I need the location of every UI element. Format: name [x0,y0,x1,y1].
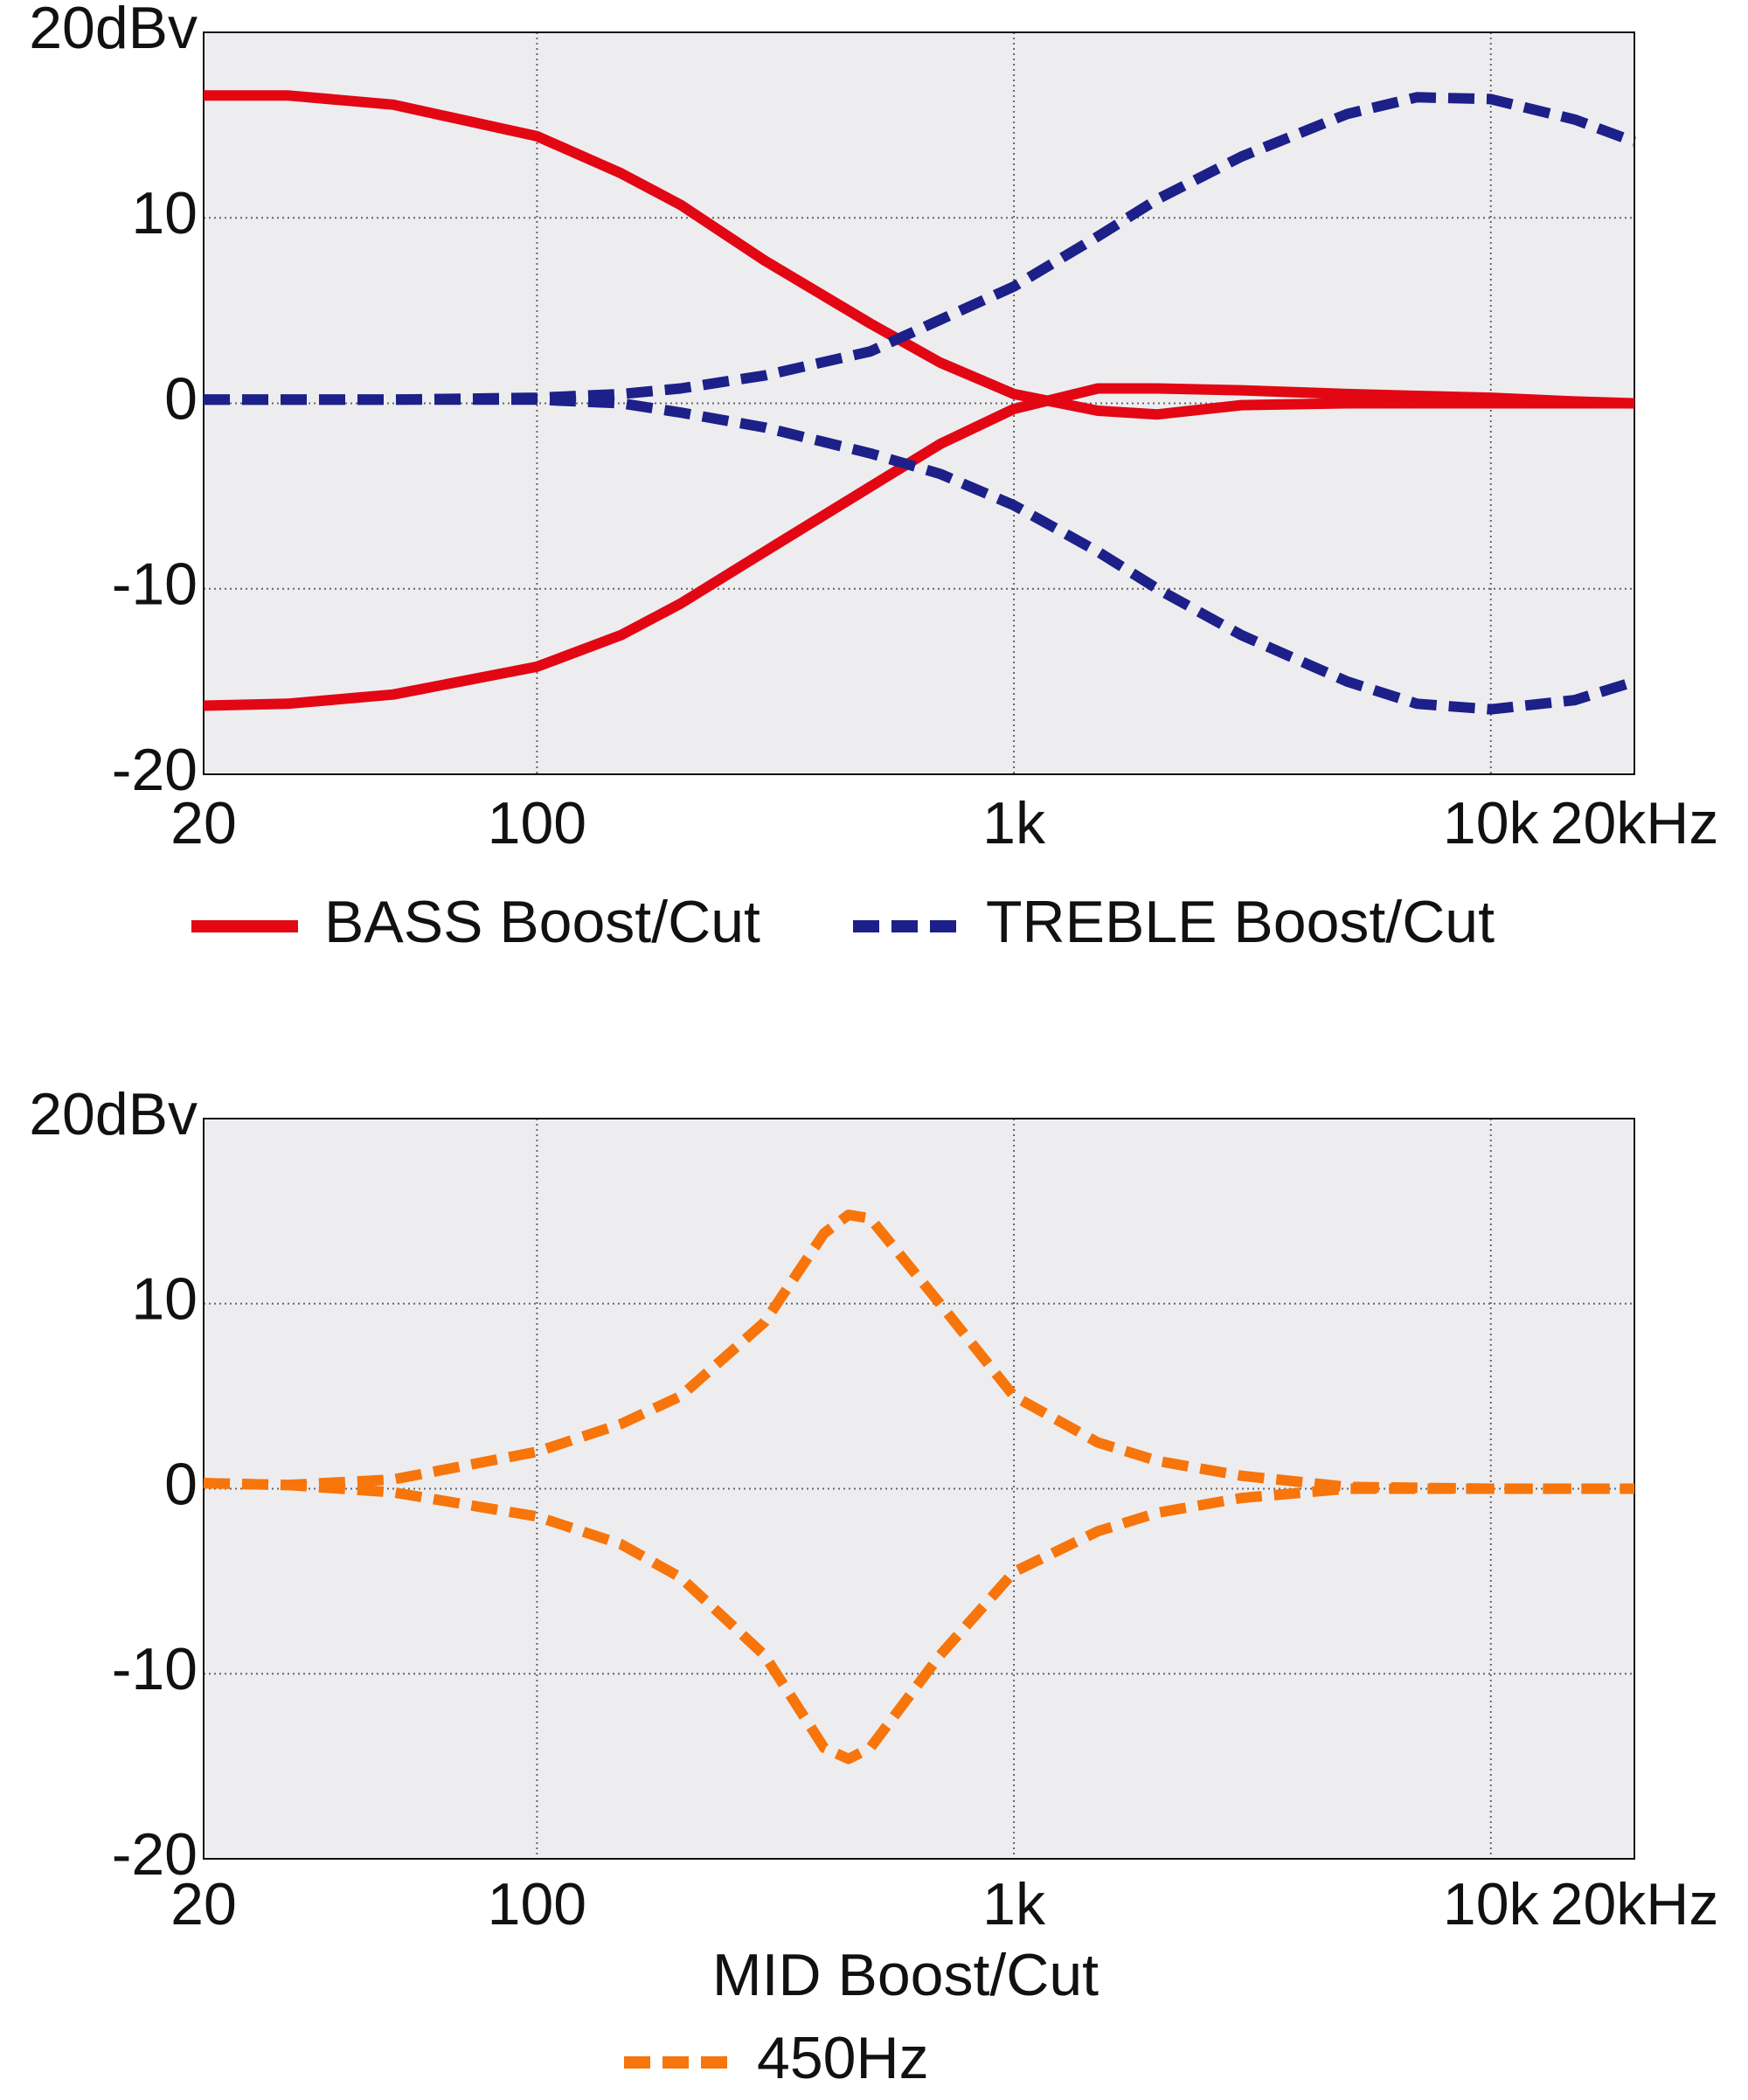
y-tick-label: 20dBv [29,0,198,61]
plot-area [204,1119,1634,1859]
y-tick-label: 0 [164,1451,198,1517]
x-tick-label: 10k [1443,1871,1540,1937]
legend-label: BASS Boost/Cut [324,889,760,955]
y-tick-label: 0 [164,365,198,432]
series-line [203,1478,1634,1764]
x-tick-label: 20 [170,1871,237,1937]
x-tick-label: 100 [488,790,586,856]
y-tick-label: -10 [112,1636,198,1702]
x-tick-label: 20 [170,790,237,856]
series-line [203,1209,1634,1494]
x-tick-label: 20kHz [1550,1871,1719,1937]
x-tick-label: 100 [488,1871,586,1937]
series-line [204,90,1634,420]
legend-label: TREBLE Boost/Cut [986,889,1495,955]
y-tick-label: 10 [131,180,198,246]
chart-title: MID Boost/Cut [712,1942,1099,2008]
y-tick-label: 20dBv [29,1081,198,1147]
legend-label: 450Hz [757,2025,929,2091]
x-tick-label: 20kHz [1550,790,1719,856]
y-tick-label: -20 [112,1821,198,1888]
y-tick-label: -20 [112,737,198,803]
y-tick-label: -10 [112,551,198,618]
x-tick-label: 1k [982,790,1046,856]
series-line [203,383,1635,711]
y-tick-label: 10 [131,1266,198,1333]
x-tick-label: 10k [1443,790,1540,856]
x-tick-label: 1k [982,1871,1046,1937]
series-line [204,394,1636,715]
